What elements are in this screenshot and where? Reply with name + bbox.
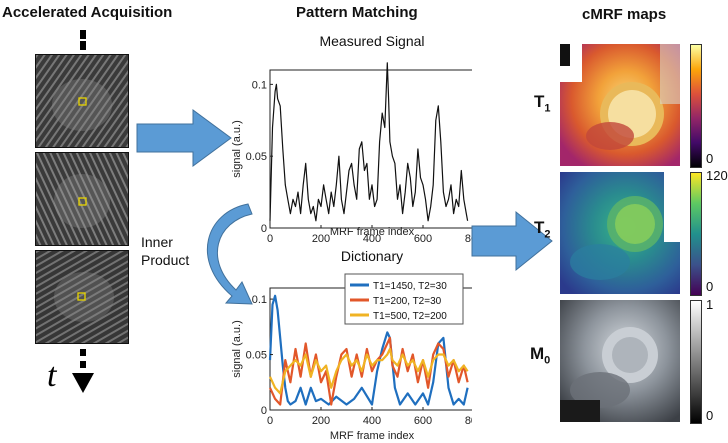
- x-tick-label: 0: [267, 233, 273, 242]
- t1-colorbar-min: 0: [706, 151, 714, 166]
- y-tick-label: 0.05: [246, 151, 267, 163]
- y-axis-label: signal (a.u.): [232, 120, 243, 177]
- y-tick-label: 0.1: [252, 79, 267, 91]
- t2-colorbar-min: 0: [706, 279, 714, 294]
- m0-map: [560, 300, 680, 422]
- m0-colorbar-max: 1: [706, 297, 714, 312]
- dictionary-chart: Dictionary 0 200 400 600 800 0 0.05 0.1 MRF frame…: [232, 248, 472, 442]
- acquisition-title: Accelerated Acquisition: [2, 4, 173, 21]
- inner-product-label-line2: Product: [141, 252, 190, 268]
- chart-title: Measured Signal: [319, 33, 424, 49]
- map-label-subscript: 2: [544, 228, 551, 241]
- series-line: [269, 336, 469, 406]
- x-tick-label: 200: [312, 233, 330, 242]
- acquisition-frame: [35, 250, 129, 344]
- undersampled-image: [36, 153, 128, 245]
- map-label-main: M: [530, 344, 545, 363]
- x-axis-label: MRF frame index: [330, 226, 415, 238]
- continuation-dot: [80, 30, 86, 39]
- map-label-t1: T1: [534, 92, 551, 114]
- measured-signal-chart: Measured Signal 0 200 400 600 800 0 0.05 0.1 MRF …: [232, 33, 472, 242]
- x-tick-label: 400: [363, 415, 381, 427]
- legend-entry: T1=1450, T2=30: [373, 281, 447, 292]
- map-label-t2: T2: [534, 218, 551, 240]
- x-tick-label: 200: [312, 415, 330, 427]
- x-axis-label: MRF frame index: [330, 430, 415, 442]
- y-tick-label: 0: [261, 405, 267, 417]
- m0-colorbar-min: 0: [706, 408, 714, 423]
- map-label-subscript: 0: [544, 354, 551, 367]
- series-line: [269, 347, 469, 395]
- time-arrow-head-icon: [72, 373, 94, 393]
- right-arrow-icon: [471, 210, 553, 272]
- cmrf-maps-title: cMRF maps: [582, 6, 667, 23]
- roi-box: [78, 197, 87, 206]
- legend-entry: T1=500, T2=200: [373, 311, 447, 322]
- x-tick-label: 600: [414, 415, 432, 427]
- curved-arrow-icon: [206, 203, 253, 305]
- map-label-subscript: 1: [544, 102, 551, 115]
- t1-map-image: [560, 44, 680, 166]
- map-label-main: T: [534, 218, 545, 237]
- x-tick-label: 400: [363, 233, 381, 242]
- x-tick-label: 800: [465, 415, 472, 427]
- t2-map: [560, 172, 680, 294]
- acquisition-frame: [35, 54, 129, 148]
- acquisition-frame: [35, 152, 129, 246]
- m0-map-image: [560, 300, 680, 422]
- y-axis-label: signal (a.u.): [232, 320, 243, 377]
- continuation-dot: [80, 349, 86, 356]
- continuation-dot: [80, 361, 86, 368]
- right-arrow-icon: [136, 109, 232, 167]
- roi-box: [77, 292, 86, 301]
- time-symbol: t: [47, 357, 57, 394]
- y-tick-label: 0: [261, 223, 267, 235]
- t1-map: [560, 44, 680, 166]
- y-tick-label: 0.1: [252, 294, 267, 306]
- inner-product-label-line1: Inner: [141, 234, 173, 250]
- undersampled-image: [36, 55, 128, 147]
- pattern-matching-title: Pattern Matching: [296, 4, 418, 21]
- map-label-main: T: [534, 92, 545, 111]
- x-tick-label: 800: [465, 233, 472, 242]
- map-label-m0: M0: [530, 344, 550, 366]
- y-tick-label: 0.05: [246, 350, 267, 362]
- series-line: [269, 62, 469, 222]
- m0-colorbar: [690, 300, 702, 424]
- plot-area: [269, 69, 472, 229]
- t2-colorbar: [690, 172, 702, 296]
- undersampled-image: [36, 251, 128, 343]
- continuation-dot: [80, 41, 86, 50]
- roi-box: [78, 97, 87, 106]
- t1-colorbar: [690, 44, 702, 168]
- x-tick-label: 0: [267, 415, 273, 427]
- legend-entry: T1=200, T2=30: [373, 296, 442, 307]
- x-tick-label: 600: [414, 233, 432, 242]
- t2-map-image: [560, 172, 680, 294]
- chart-title: Dictionary: [341, 248, 403, 264]
- t2-colorbar-max: 120: [706, 168, 728, 183]
